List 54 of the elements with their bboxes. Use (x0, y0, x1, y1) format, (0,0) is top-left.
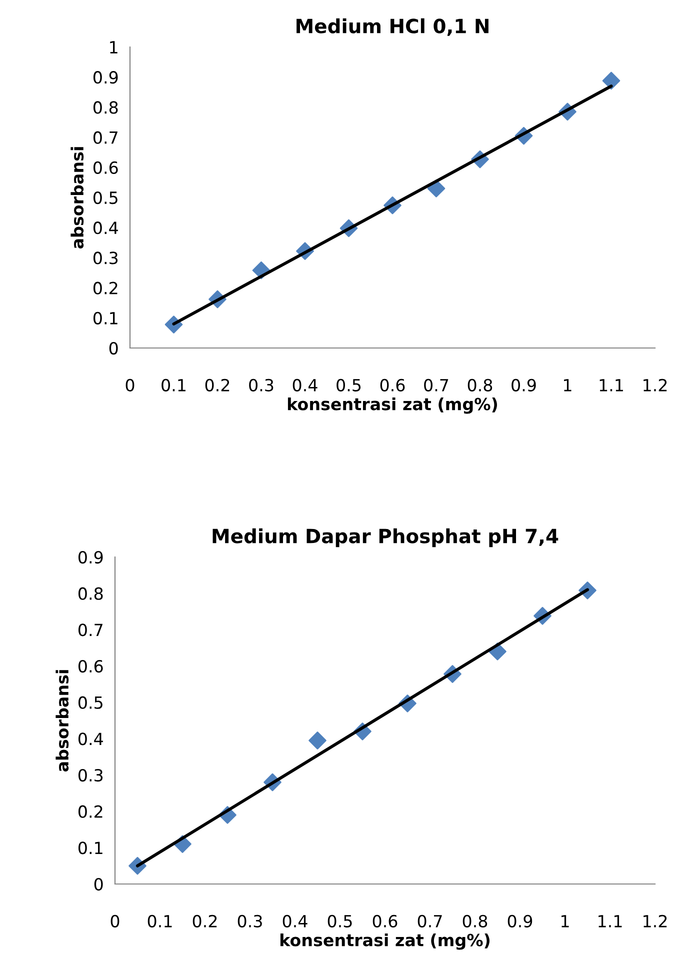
x-tick-label: 0.2 (192, 914, 217, 928)
y-tick-label: 0.7 (93, 131, 118, 144)
point (308, 732, 326, 750)
chart-title: Medium Dapar Phosphat pH 7,4 (212, 528, 558, 548)
x-tick-label: 0.3 (249, 378, 274, 392)
x-tick-label: 0.1 (162, 378, 186, 392)
y-axis-title: absorbansi (70, 147, 84, 249)
x-tick-label: 0.7 (418, 914, 442, 928)
y-tick-label: 0.9 (93, 71, 118, 84)
y-tick-label: 0.8 (78, 587, 103, 600)
y-tick-label: 0 (94, 878, 103, 891)
x-tick-label: 0.9 (512, 378, 536, 392)
y-tick-label: 0.2 (93, 282, 118, 294)
x-tick-label: 0.2 (205, 378, 230, 392)
y-tick-label: 0.4 (93, 222, 118, 234)
x-tick-label: 0.4 (282, 914, 308, 928)
y-axis-title: absorbansi (56, 670, 69, 772)
x-tick-label: 1.2 (644, 914, 667, 928)
x-tick-label: 0.6 (372, 914, 398, 928)
x-axis-title: konsentrasi zat (mg%) (280, 933, 490, 950)
x-tick-label: 0.4 (292, 378, 318, 392)
y-tick-label: 0.1 (93, 312, 118, 324)
y-tick-label: 0.7 (78, 624, 102, 636)
y-tick-label: 0.9 (78, 550, 103, 564)
y-tick-label: 0.6 (78, 660, 103, 673)
x-tick-label: 0.5 (328, 914, 352, 928)
x-tick-label: 0.5 (336, 378, 361, 392)
x-tick-label: 1 (562, 915, 569, 928)
x-tick-label: 0.6 (380, 378, 405, 392)
y-tick-label: 0 (109, 342, 118, 355)
y-tick-label: 0.8 (93, 101, 118, 114)
x-tick-label: 0.7 (424, 378, 448, 392)
x-tick-label: 0.9 (508, 914, 532, 928)
y-tick-label: 0.3 (78, 768, 103, 782)
x-tick-label: 0.3 (238, 914, 262, 928)
x-tick-label: 1.1 (600, 379, 623, 392)
x-tick-label: 0.8 (462, 914, 488, 928)
y-tick-label: 0.5 (78, 696, 102, 709)
y-tick-label: 0.5 (93, 191, 118, 204)
point (602, 72, 620, 90)
y-tick-label: 0.1 (78, 842, 102, 854)
x-axis-title: konsentrasi zat (mg%) (288, 397, 498, 414)
x-tick-label: 0 (126, 378, 134, 392)
x-tick-label: 0.8 (468, 378, 492, 392)
chart-title: Medium HCl 0,1 N (296, 18, 488, 36)
x-tick-label: 0.1 (148, 914, 172, 928)
x-tick-label: 1.2 (644, 378, 667, 392)
y-tick-label: 0.3 (93, 252, 118, 264)
y-tick-label: 1 (110, 41, 118, 54)
x-tick-label: 1 (564, 379, 572, 392)
y-tick-label: 0.6 (93, 161, 118, 174)
x-tick-label: 1.1 (598, 915, 622, 928)
y-tick-label: 0.4 (78, 732, 103, 746)
y-tick-label: 0.2 (78, 805, 102, 818)
